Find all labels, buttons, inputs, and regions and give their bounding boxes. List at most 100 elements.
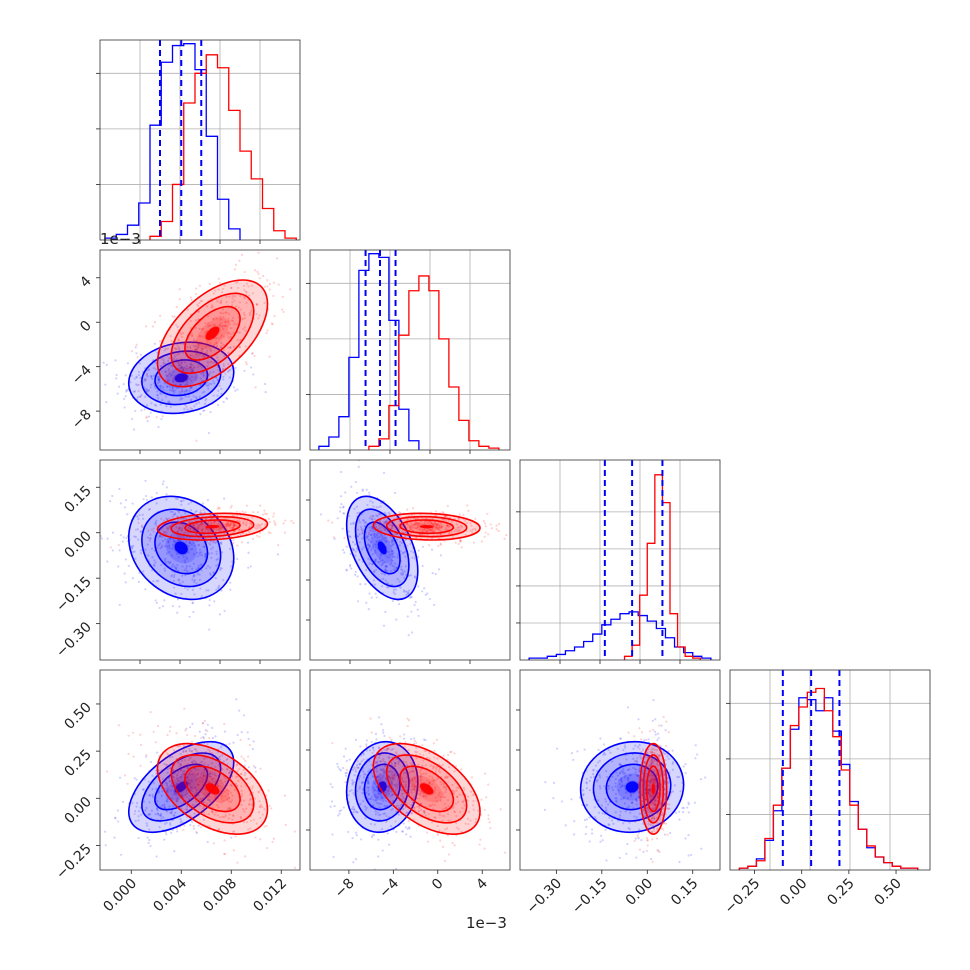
scatter-point	[657, 849, 660, 852]
scatter-point	[141, 788, 145, 791]
scatter-point	[391, 559, 394, 563]
scatter-point	[367, 770, 370, 773]
scatter-point	[371, 751, 374, 754]
scatter-point	[383, 528, 386, 531]
scatter-point	[173, 790, 176, 793]
scatter-point	[163, 569, 167, 572]
scatter-point	[650, 758, 653, 761]
scatter-point	[358, 558, 361, 562]
contour-line	[154, 359, 209, 397]
scatter-point	[410, 785, 413, 788]
scatter-point	[236, 861, 239, 864]
scatter-point	[383, 561, 386, 564]
scatter-point	[391, 782, 394, 785]
scatter-point	[164, 538, 167, 541]
scatter-point	[165, 486, 168, 489]
scatter-point	[194, 734, 197, 738]
scatter-point	[222, 375, 225, 378]
scatter-point	[162, 816, 165, 819]
scatter-point	[209, 543, 212, 546]
scatter-point	[203, 811, 206, 814]
scatter-point	[469, 522, 472, 525]
scatter-point	[387, 785, 391, 788]
scatter-point	[190, 379, 193, 382]
scatter-point	[654, 799, 657, 802]
scatter-point	[428, 528, 431, 531]
scatter-point	[375, 514, 378, 517]
scatter-point	[615, 797, 618, 800]
scatter-point	[392, 568, 395, 571]
scatter-point	[428, 781, 431, 784]
scatter-point	[186, 767, 189, 770]
scatter-point	[362, 770, 365, 773]
scatter-point	[474, 529, 477, 532]
scatter-point	[373, 793, 376, 797]
scatter-point	[194, 778, 197, 781]
scatter-point	[217, 587, 220, 590]
scatter-point	[242, 821, 246, 824]
scatter-point	[257, 317, 260, 320]
scatter-point	[114, 816, 117, 819]
scatter-point	[415, 741, 418, 744]
scatter-point	[649, 823, 652, 826]
scatter-point	[377, 716, 381, 719]
scatter-point	[380, 796, 384, 799]
scatter-point	[173, 573, 176, 577]
scatter-point	[230, 286, 233, 289]
scatter-point	[416, 525, 420, 529]
scatter-point	[188, 726, 192, 729]
scatter-point	[397, 761, 400, 764]
scatter-point	[156, 813, 159, 816]
scatter-point	[289, 288, 292, 291]
scatter-point	[360, 780, 364, 784]
scatter-point	[394, 762, 397, 765]
scatter-point	[200, 347, 204, 350]
scatter-point	[622, 768, 625, 771]
scatter-point	[662, 715, 665, 719]
scatter-point	[604, 809, 607, 812]
scatter-point	[564, 824, 567, 827]
density-peak	[205, 326, 220, 341]
scatter-point	[227, 524, 230, 527]
scatter-point	[457, 542, 460, 546]
scatter-point	[356, 534, 359, 538]
scatter-point	[259, 806, 262, 809]
scatter-point	[207, 325, 210, 328]
scatter-point	[159, 547, 162, 550]
scatter-point	[238, 511, 241, 514]
scatter-point	[179, 366, 183, 370]
scatter-point	[206, 365, 209, 368]
scatter-point	[138, 513, 141, 517]
scatter-point	[634, 837, 637, 840]
scatter-point	[227, 320, 230, 324]
scatter-point	[390, 763, 394, 766]
scatter-point	[382, 767, 385, 771]
scatter-point	[169, 756, 172, 759]
scatter-point	[179, 526, 182, 529]
scatter-point	[217, 764, 220, 767]
scatter-point	[418, 797, 421, 800]
scatter-point	[391, 807, 394, 811]
scatter-point	[430, 520, 433, 524]
scatter-point	[360, 532, 364, 535]
scatter-point	[350, 789, 353, 792]
scatter-point	[405, 833, 408, 836]
scatter-point	[233, 788, 236, 791]
scatter-point	[619, 810, 622, 813]
scatter-point	[211, 770, 214, 774]
scatter-point	[416, 751, 419, 754]
scatter-point	[391, 793, 394, 796]
scatter-point	[238, 301, 241, 304]
scatter-point	[377, 855, 380, 858]
scatter-point	[202, 545, 205, 548]
scatter-point	[402, 589, 406, 592]
scatter-point	[370, 547, 373, 550]
scatter-point	[385, 820, 388, 824]
scatter-point	[144, 494, 148, 498]
scatter-point	[163, 806, 166, 810]
scatter-point	[227, 807, 230, 810]
scatter-point	[437, 526, 440, 529]
scatter-point	[180, 503, 183, 506]
scatter-point	[642, 769, 645, 772]
